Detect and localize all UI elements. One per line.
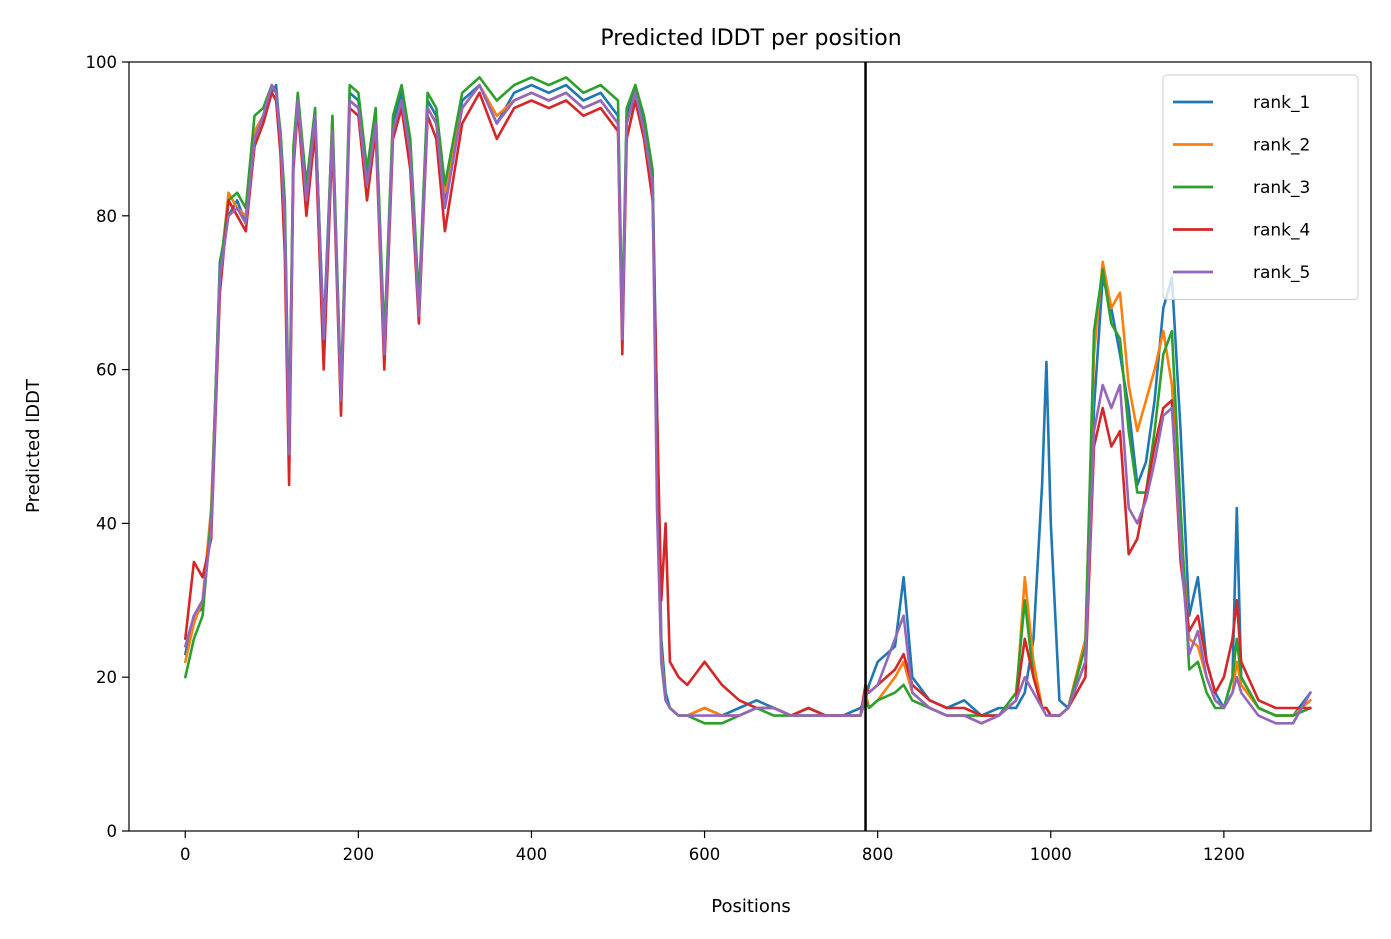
y-tick-label: 60	[96, 361, 117, 380]
legend: rank_1 rank_2 rank_3 rank_4 rank_5	[1162, 74, 1359, 300]
x-tick-label: 400	[516, 845, 548, 864]
y-tick-label: 20	[96, 668, 117, 687]
y-tick-label: 40	[96, 514, 117, 533]
series-line-rank_5	[184, 83, 1312, 725]
legend-label-rank_3: rank_3	[1253, 178, 1310, 198]
plot-frame	[128, 61, 1372, 832]
chart-title: Predicted lDDT per position	[600, 26, 901, 51]
x-axis-ticks: 0 200 400 600 800 1000 1200	[180, 831, 1245, 864]
y-tick-label: 0	[107, 822, 118, 841]
x-tick-label: 0	[180, 845, 191, 864]
series-line-rank_4	[184, 91, 1312, 717]
legend-label-rank_2: rank_2	[1253, 136, 1310, 156]
legend-label-rank_5: rank_5	[1253, 263, 1310, 283]
y-tick-label: 100	[86, 53, 118, 72]
y-tick-label: 80	[96, 207, 117, 226]
x-axis-label: Positions	[711, 896, 790, 917]
x-tick-label: 1000	[1030, 845, 1072, 864]
x-tick-label: 600	[689, 845, 721, 864]
legend-box	[1162, 74, 1359, 300]
legend-label-rank_1: rank_1	[1253, 93, 1310, 113]
legend-label-rank_4: rank_4	[1253, 221, 1310, 241]
series-lines	[184, 76, 1312, 725]
y-axis-ticks: 0 20 40 60 80 100	[86, 53, 129, 841]
x-tick-label: 1200	[1203, 845, 1245, 864]
y-axis-label: Predicted lDDT	[23, 378, 44, 513]
x-tick-label: 200	[343, 845, 375, 864]
x-tick-label: 800	[862, 845, 894, 864]
